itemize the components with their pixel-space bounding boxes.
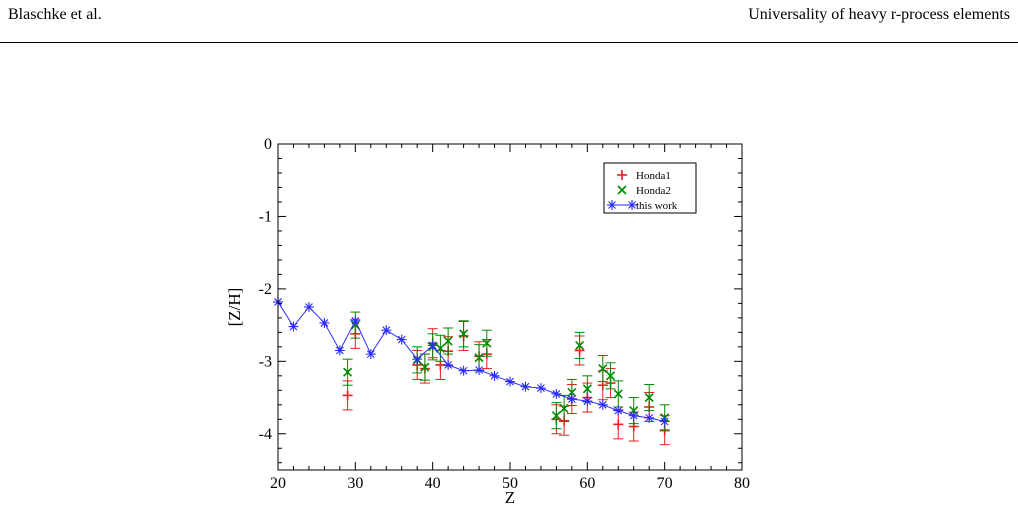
data-point bbox=[412, 354, 423, 365]
series-line bbox=[277, 301, 665, 422]
y-tick-label: -4 bbox=[259, 426, 272, 443]
data-point bbox=[458, 365, 469, 376]
x-tick-label: 80 bbox=[734, 475, 750, 492]
running-header-authors: Blaschke et al. bbox=[8, 6, 102, 23]
data-point bbox=[613, 419, 624, 430]
data-point bbox=[505, 376, 515, 387]
legend-marker bbox=[627, 200, 637, 210]
series-this-work bbox=[273, 296, 670, 427]
data-point bbox=[396, 334, 407, 345]
data-point bbox=[303, 302, 314, 312]
data-point bbox=[567, 387, 577, 398]
data-point bbox=[343, 367, 353, 377]
data-point bbox=[605, 371, 616, 381]
data-point bbox=[474, 365, 485, 376]
x-tick-label: 40 bbox=[425, 475, 441, 492]
legend-label: this work bbox=[636, 200, 678, 212]
data-point bbox=[551, 411, 561, 421]
data-point bbox=[597, 399, 608, 410]
data-point bbox=[520, 381, 531, 392]
y-axis-label: [Z/H] bbox=[225, 288, 244, 327]
data-point bbox=[659, 416, 670, 427]
data-point bbox=[598, 364, 608, 374]
y-tick-label: -3 bbox=[259, 353, 272, 370]
x-axis-label: Z bbox=[505, 488, 515, 507]
data-point bbox=[420, 362, 430, 372]
x-tick-label: 30 bbox=[347, 475, 363, 492]
data-point bbox=[334, 345, 345, 356]
x-tick-label: 70 bbox=[657, 475, 673, 492]
x-tick-label: 60 bbox=[579, 475, 595, 492]
y-tick-label: 0 bbox=[264, 136, 272, 153]
data-point bbox=[435, 343, 445, 353]
data-point bbox=[535, 383, 546, 394]
data-point bbox=[644, 392, 654, 403]
header-rule bbox=[0, 42, 1018, 43]
x-tick-label: 50 bbox=[502, 475, 518, 492]
legend-marker bbox=[607, 200, 617, 210]
data-point bbox=[582, 384, 592, 394]
data-point bbox=[551, 388, 562, 399]
data-point bbox=[582, 396, 593, 407]
data-point bbox=[459, 329, 469, 339]
data-point bbox=[427, 340, 438, 351]
data-point bbox=[575, 340, 585, 350]
data-point bbox=[381, 325, 392, 336]
x-tick-label: 20 bbox=[270, 475, 286, 492]
data-point bbox=[474, 353, 484, 363]
legend-marker bbox=[617, 170, 627, 180]
data-point bbox=[613, 405, 624, 416]
legend-label: Honda2 bbox=[636, 185, 671, 197]
data-point bbox=[443, 359, 454, 370]
data-point bbox=[566, 394, 577, 405]
data-point bbox=[288, 321, 299, 332]
legend: Honda1 Honda2 this work bbox=[603, 162, 697, 214]
data-point bbox=[350, 315, 361, 326]
y-tick-label: -2 bbox=[259, 281, 272, 298]
data-point bbox=[342, 390, 353, 401]
data-point bbox=[644, 412, 655, 423]
legend-marker bbox=[617, 185, 627, 195]
data-point bbox=[482, 338, 492, 348]
data-point bbox=[628, 410, 639, 421]
running-header-title: Universality of heavy r-process elements bbox=[748, 6, 1010, 23]
data-point bbox=[489, 370, 500, 381]
data-point bbox=[559, 403, 569, 413]
y-tick-label: -1 bbox=[259, 208, 272, 225]
legend-label: Honda1 bbox=[636, 170, 671, 182]
data-point bbox=[319, 317, 330, 328]
data-point bbox=[443, 336, 453, 346]
data-point bbox=[613, 389, 623, 399]
data-point bbox=[365, 349, 376, 360]
